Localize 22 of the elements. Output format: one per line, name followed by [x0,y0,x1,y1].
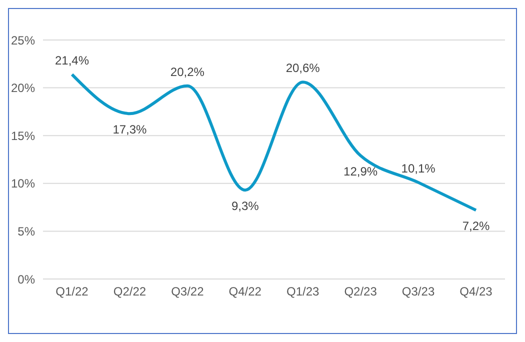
x-tick-label: Q2/23 [344,284,378,299]
x-tick-label: Q3/23 [402,284,435,299]
data-label: 12,9% [344,164,378,179]
data-label: 20,2% [170,64,205,79]
x-tick-label: Q3/22 [171,284,204,299]
y-tick-label: 15% [10,128,36,143]
data-label: 10,1% [401,161,436,176]
y-tick-label: 25% [10,33,36,48]
x-tick-label: Q2/22 [113,284,146,299]
data-label: 7,2% [462,219,490,234]
data-label: 21,4% [54,53,90,68]
x-tick-label: Q1/23 [286,284,320,299]
data-label: 20,6% [286,61,320,76]
y-tick-label: 0% [18,272,36,286]
x-tick-label: Q4/22 [228,284,262,299]
y-tick-label: 20% [10,81,36,96]
data-label: 17,3% [112,122,148,137]
y-tick-label: 5% [18,224,36,238]
x-tick-label: Q1/22 [56,284,89,299]
y-tick-label: 10% [10,176,36,191]
x-tick-label: Q4/23 [460,284,493,299]
data-label: 9,3% [231,199,260,214]
